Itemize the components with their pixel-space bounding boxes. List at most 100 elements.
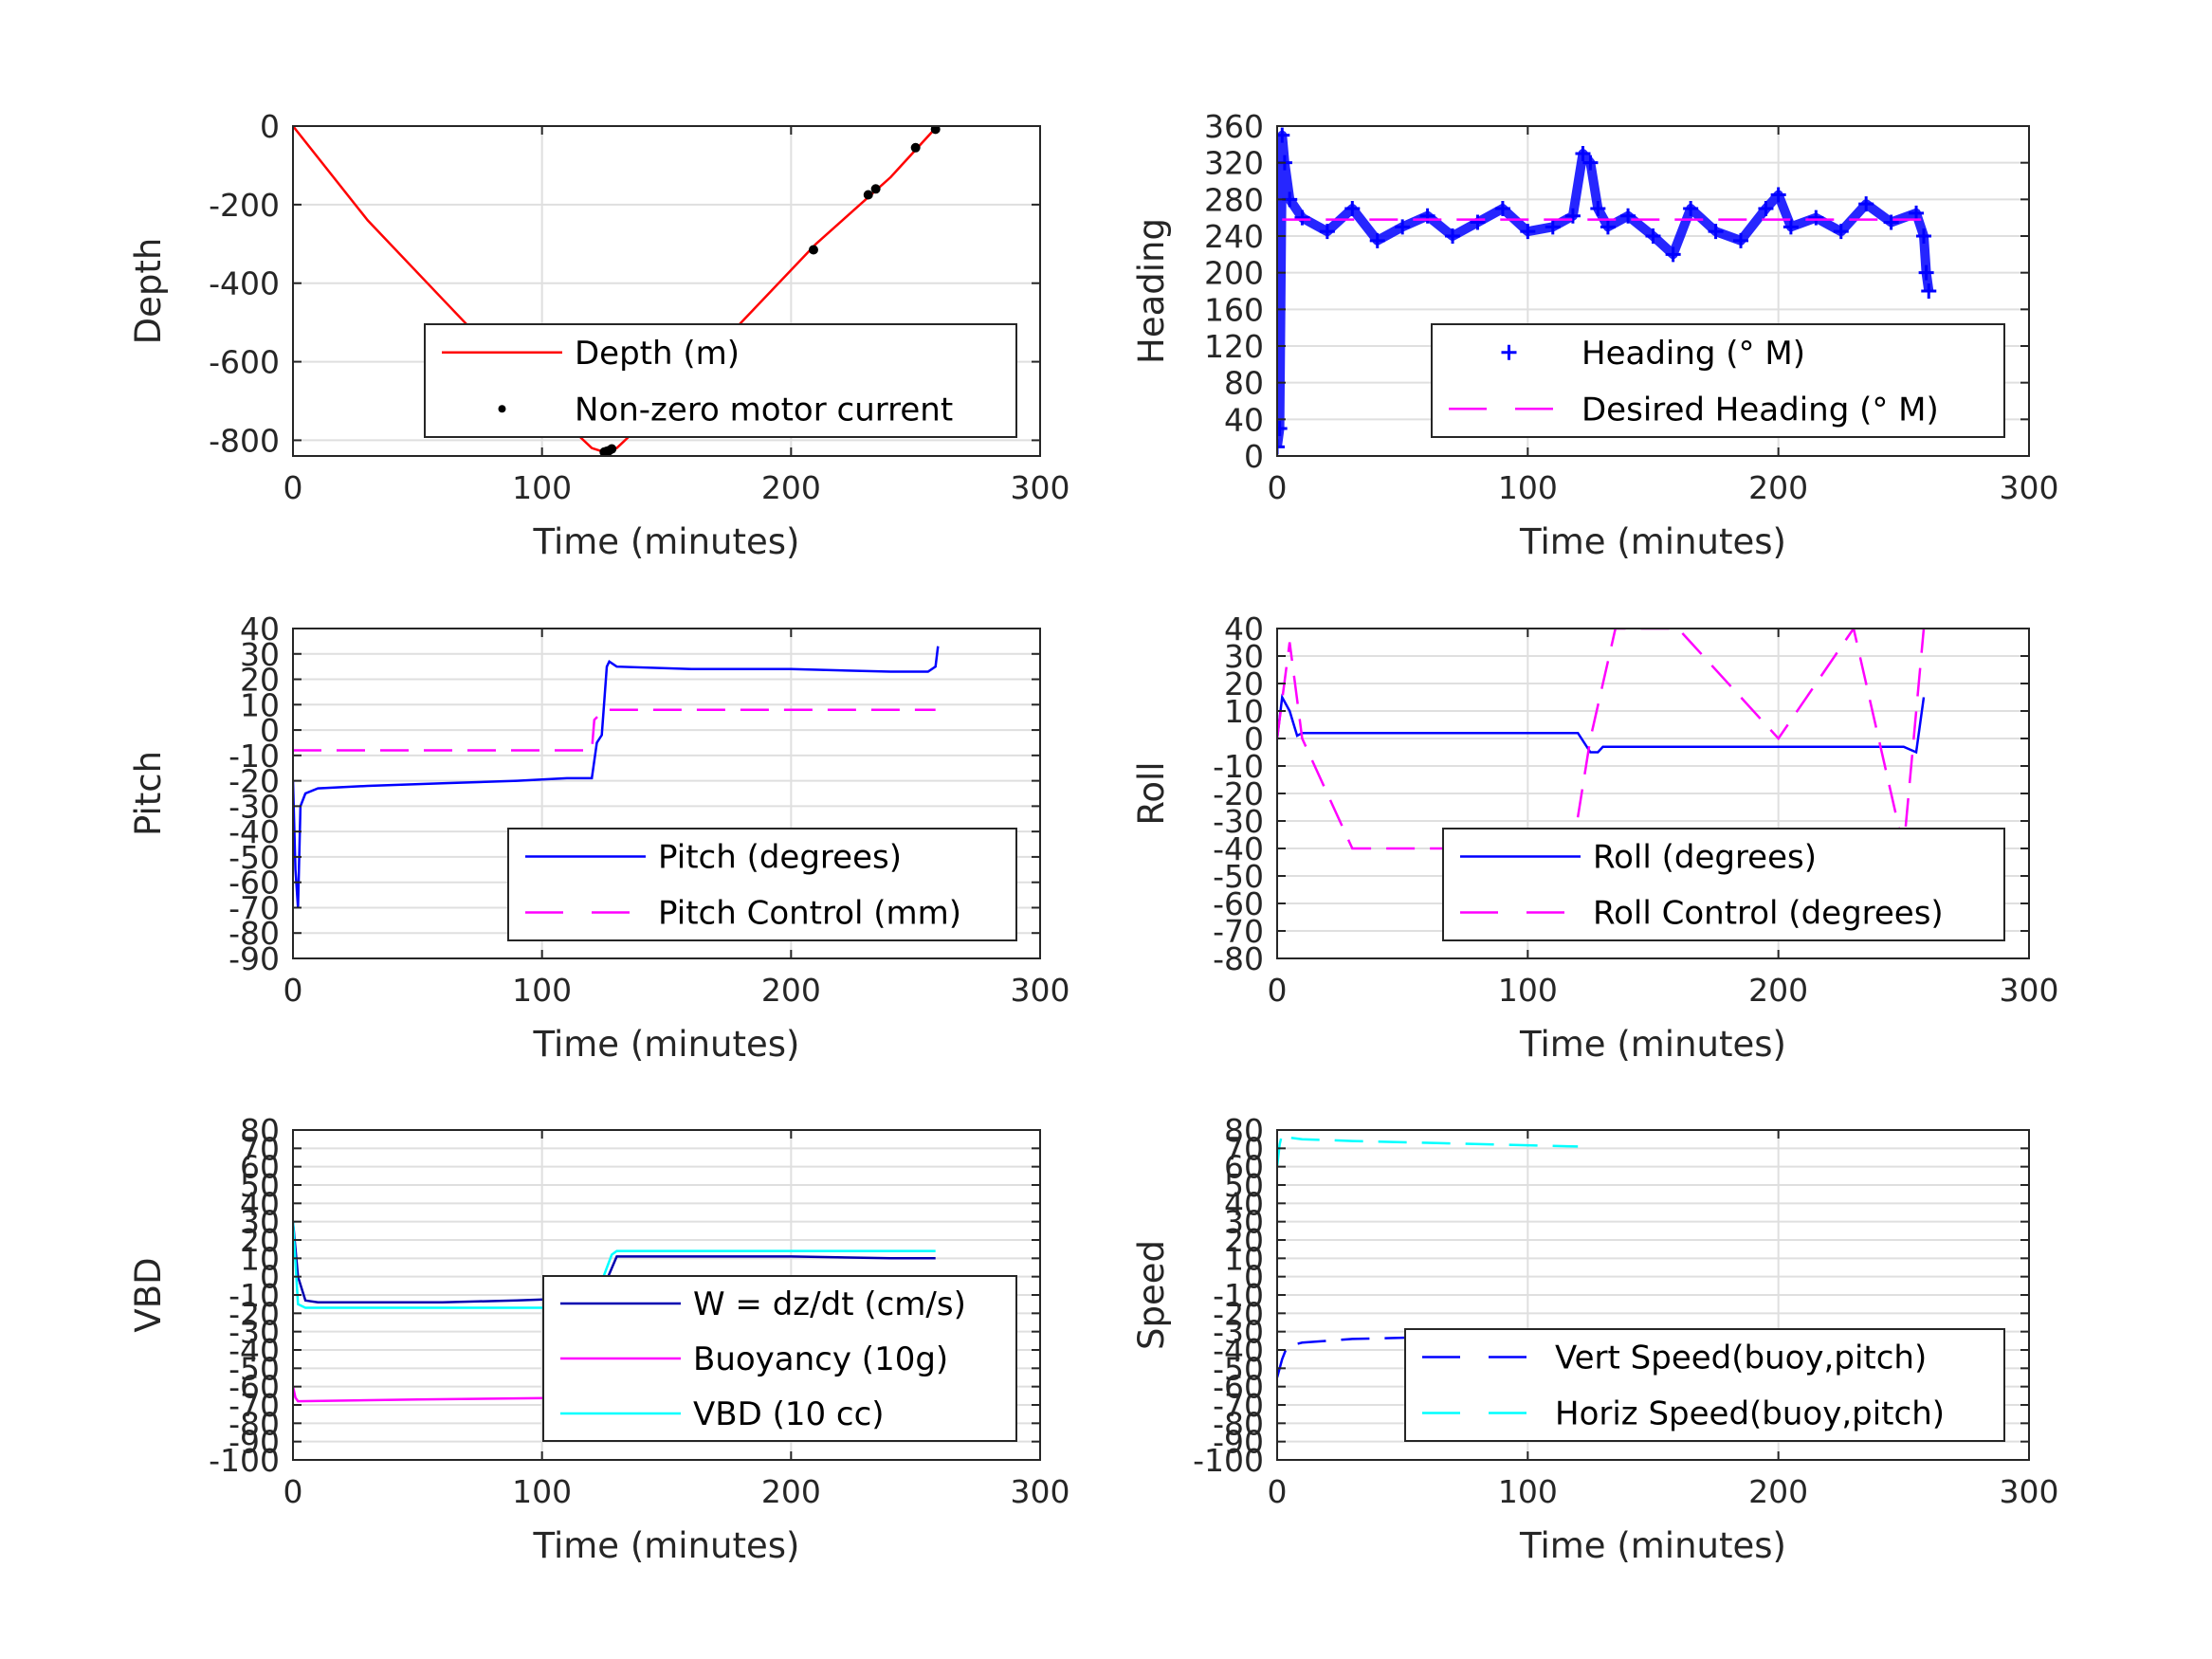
x-tick-label: 0 — [283, 972, 303, 1009]
legend-marker — [1501, 344, 1517, 360]
x-tick-label: 0 — [283, 1473, 303, 1510]
y-tick-label: -10 — [1213, 748, 1264, 785]
y-tick-label: -60 — [1213, 885, 1264, 922]
legend-label: Pitch (degrees) — [658, 839, 902, 877]
x-tick-label: 100 — [1498, 469, 1558, 506]
y-tick-label: -40 — [1213, 1332, 1264, 1369]
chart-panel-5: 0 100 200 30080706050403020100-10-20-30-40-… — [128, 1112, 1070, 1566]
y-axis-label: VBD — [128, 1257, 169, 1332]
series-2-point — [863, 190, 873, 200]
chart-panel-4: 0 100 200 300403020100-10-20-30-40-50-60-70… — [1131, 611, 2059, 1065]
x-tick-label: 100 — [1498, 972, 1558, 1009]
y-tick-label: -10 — [229, 1277, 280, 1314]
y-tick-label: -80 — [1213, 940, 1264, 977]
series-group — [1277, 127, 1937, 455]
series-1-marker — [1277, 439, 1285, 455]
series-1-line — [293, 646, 940, 908]
y-tick-label: 70 — [240, 1130, 280, 1167]
y-tick-label: 80 — [240, 1112, 280, 1149]
y-tick-label: 60 — [240, 1149, 280, 1186]
legend-label: Heading (° M) — [1581, 335, 1805, 373]
x-tick-label: 200 — [761, 469, 821, 506]
y-tick-label: 30 — [240, 636, 280, 673]
legend-label: Vert Speed(buoy,pitch) — [1555, 1340, 1927, 1377]
y-tick-label: -30 — [1213, 803, 1264, 840]
y-tick-label: 70 — [1224, 1130, 1264, 1167]
chart-panel-2: 0 100 200 30004080120160200240280320360Time… — [1131, 108, 2059, 562]
series-1-band — [1277, 130, 1934, 447]
x-tick-label: 0 — [1268, 1473, 1288, 1510]
x-tick-label: 100 — [512, 469, 572, 506]
y-tick-label: -60 — [1213, 1369, 1264, 1406]
y-tick-label: 40 — [1224, 401, 1264, 438]
y-tick-label: 30 — [1224, 638, 1264, 675]
x-tick-label: 0 — [1268, 972, 1288, 1009]
y-tick-label: 200 — [1204, 255, 1264, 292]
x-axis-label: Time (minutes) — [533, 521, 800, 562]
y-tick-label: -90 — [1213, 1424, 1264, 1461]
series-group — [293, 126, 941, 456]
legend-box — [1404, 1328, 2005, 1442]
y-tick-label: -40 — [1213, 830, 1264, 867]
x-tick-label: 300 — [1011, 469, 1070, 506]
y-tick-label: 10 — [1224, 693, 1264, 730]
y-tick-label: -70 — [1213, 913, 1264, 950]
y-tick-label: 40 — [240, 611, 280, 647]
x-tick-label: 300 — [1011, 1473, 1070, 1510]
y-tick-label: -90 — [229, 1424, 280, 1461]
legend-label: Roll Control (degrees) — [1593, 895, 1944, 933]
legend: Depth (m) Non-zero motor current — [424, 323, 1017, 438]
legend: Pitch (degrees) Pitch Control (mm) — [507, 828, 1017, 941]
x-tick-label: 100 — [512, 1473, 572, 1510]
y-tick-label: -60 — [229, 865, 280, 902]
y-tick-label: -800 — [209, 422, 280, 459]
y-axis-label: Depth — [128, 238, 169, 345]
y-tick-label: 30 — [240, 1204, 280, 1241]
y-tick-label: 20 — [1224, 1222, 1264, 1259]
y-tick-label: 160 — [1204, 291, 1264, 328]
x-axis-label: Time (minutes) — [1519, 1525, 1786, 1566]
y-tick-label: 80 — [1224, 1112, 1264, 1149]
y-tick-label: 30 — [1224, 1204, 1264, 1241]
series-2-line — [293, 1386, 593, 1403]
legend-box — [507, 828, 1017, 941]
y-tick-label: 120 — [1204, 328, 1264, 365]
y-tick-label: -70 — [229, 1387, 280, 1424]
x-axis-label: Time (minutes) — [1519, 521, 1786, 562]
legend-box — [424, 323, 1017, 438]
axes-box — [292, 628, 1041, 959]
y-tick-label: -90 — [229, 940, 280, 977]
axes-box — [1276, 125, 2030, 457]
y-tick-label: -30 — [229, 788, 280, 825]
y-tick-label: 0 — [260, 108, 280, 145]
x-axis-label: Time (minutes) — [1519, 1024, 1786, 1065]
y-tick-label: 0 — [1244, 438, 1264, 475]
y-tick-label: -40 — [229, 813, 280, 850]
series-group — [293, 646, 940, 908]
y-tick-label: 40 — [1224, 1185, 1264, 1222]
series-group — [1277, 629, 1926, 850]
y-tick-label: 20 — [240, 1222, 280, 1259]
y-tick-label: 50 — [240, 1167, 280, 1204]
y-tick-label: -100 — [1193, 1442, 1264, 1479]
y-tick-label: 280 — [1204, 181, 1264, 218]
x-axis-label: Time (minutes) — [533, 1024, 800, 1065]
y-tick-label: -600 — [209, 344, 280, 381]
y-tick-label: 0 — [1244, 1259, 1264, 1296]
y-tick-label: -80 — [229, 915, 280, 952]
y-tick-label: -10 — [1213, 1277, 1264, 1314]
x-tick-label: 0 — [1268, 469, 1288, 506]
series-2-line — [293, 708, 936, 752]
x-tick-label: 100 — [512, 972, 572, 1009]
legend-marker — [498, 405, 506, 413]
y-tick-label: 80 — [1224, 365, 1264, 402]
axes-box — [292, 125, 1041, 457]
y-tick-label: 10 — [1224, 1240, 1264, 1277]
y-tick-label: -400 — [209, 265, 280, 302]
y-tick-label: 40 — [1224, 611, 1264, 647]
legend: Heading (° M) Desired Heading (° M) — [1431, 323, 2005, 438]
x-tick-label: 200 — [1748, 469, 1808, 506]
x-tick-label: 200 — [761, 1473, 821, 1510]
y-tick-label: -30 — [1213, 1314, 1264, 1351]
legend-label: Roll (degrees) — [1593, 839, 1817, 877]
